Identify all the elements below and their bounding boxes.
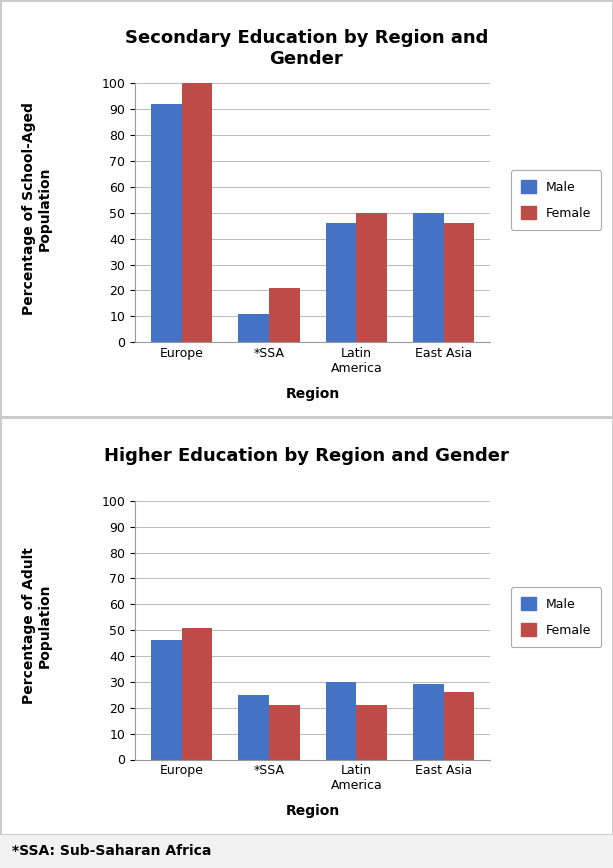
Bar (326, 682, 356, 760)
Bar (444, 692, 474, 760)
Bar (181, 83, 212, 342)
Bar (413, 685, 444, 760)
Bar (326, 223, 356, 342)
Bar (151, 104, 181, 342)
Legend: Male, Female: Male, Female (511, 588, 601, 647)
Bar (444, 223, 474, 342)
Legend: Male, Female: Male, Female (511, 170, 601, 230)
Bar (238, 313, 269, 342)
Bar (238, 694, 269, 760)
Bar (181, 628, 212, 760)
Bar (269, 288, 300, 342)
Bar (413, 213, 444, 342)
Bar (151, 641, 181, 760)
Bar (269, 705, 300, 760)
Bar (356, 705, 387, 760)
Bar (356, 213, 387, 342)
